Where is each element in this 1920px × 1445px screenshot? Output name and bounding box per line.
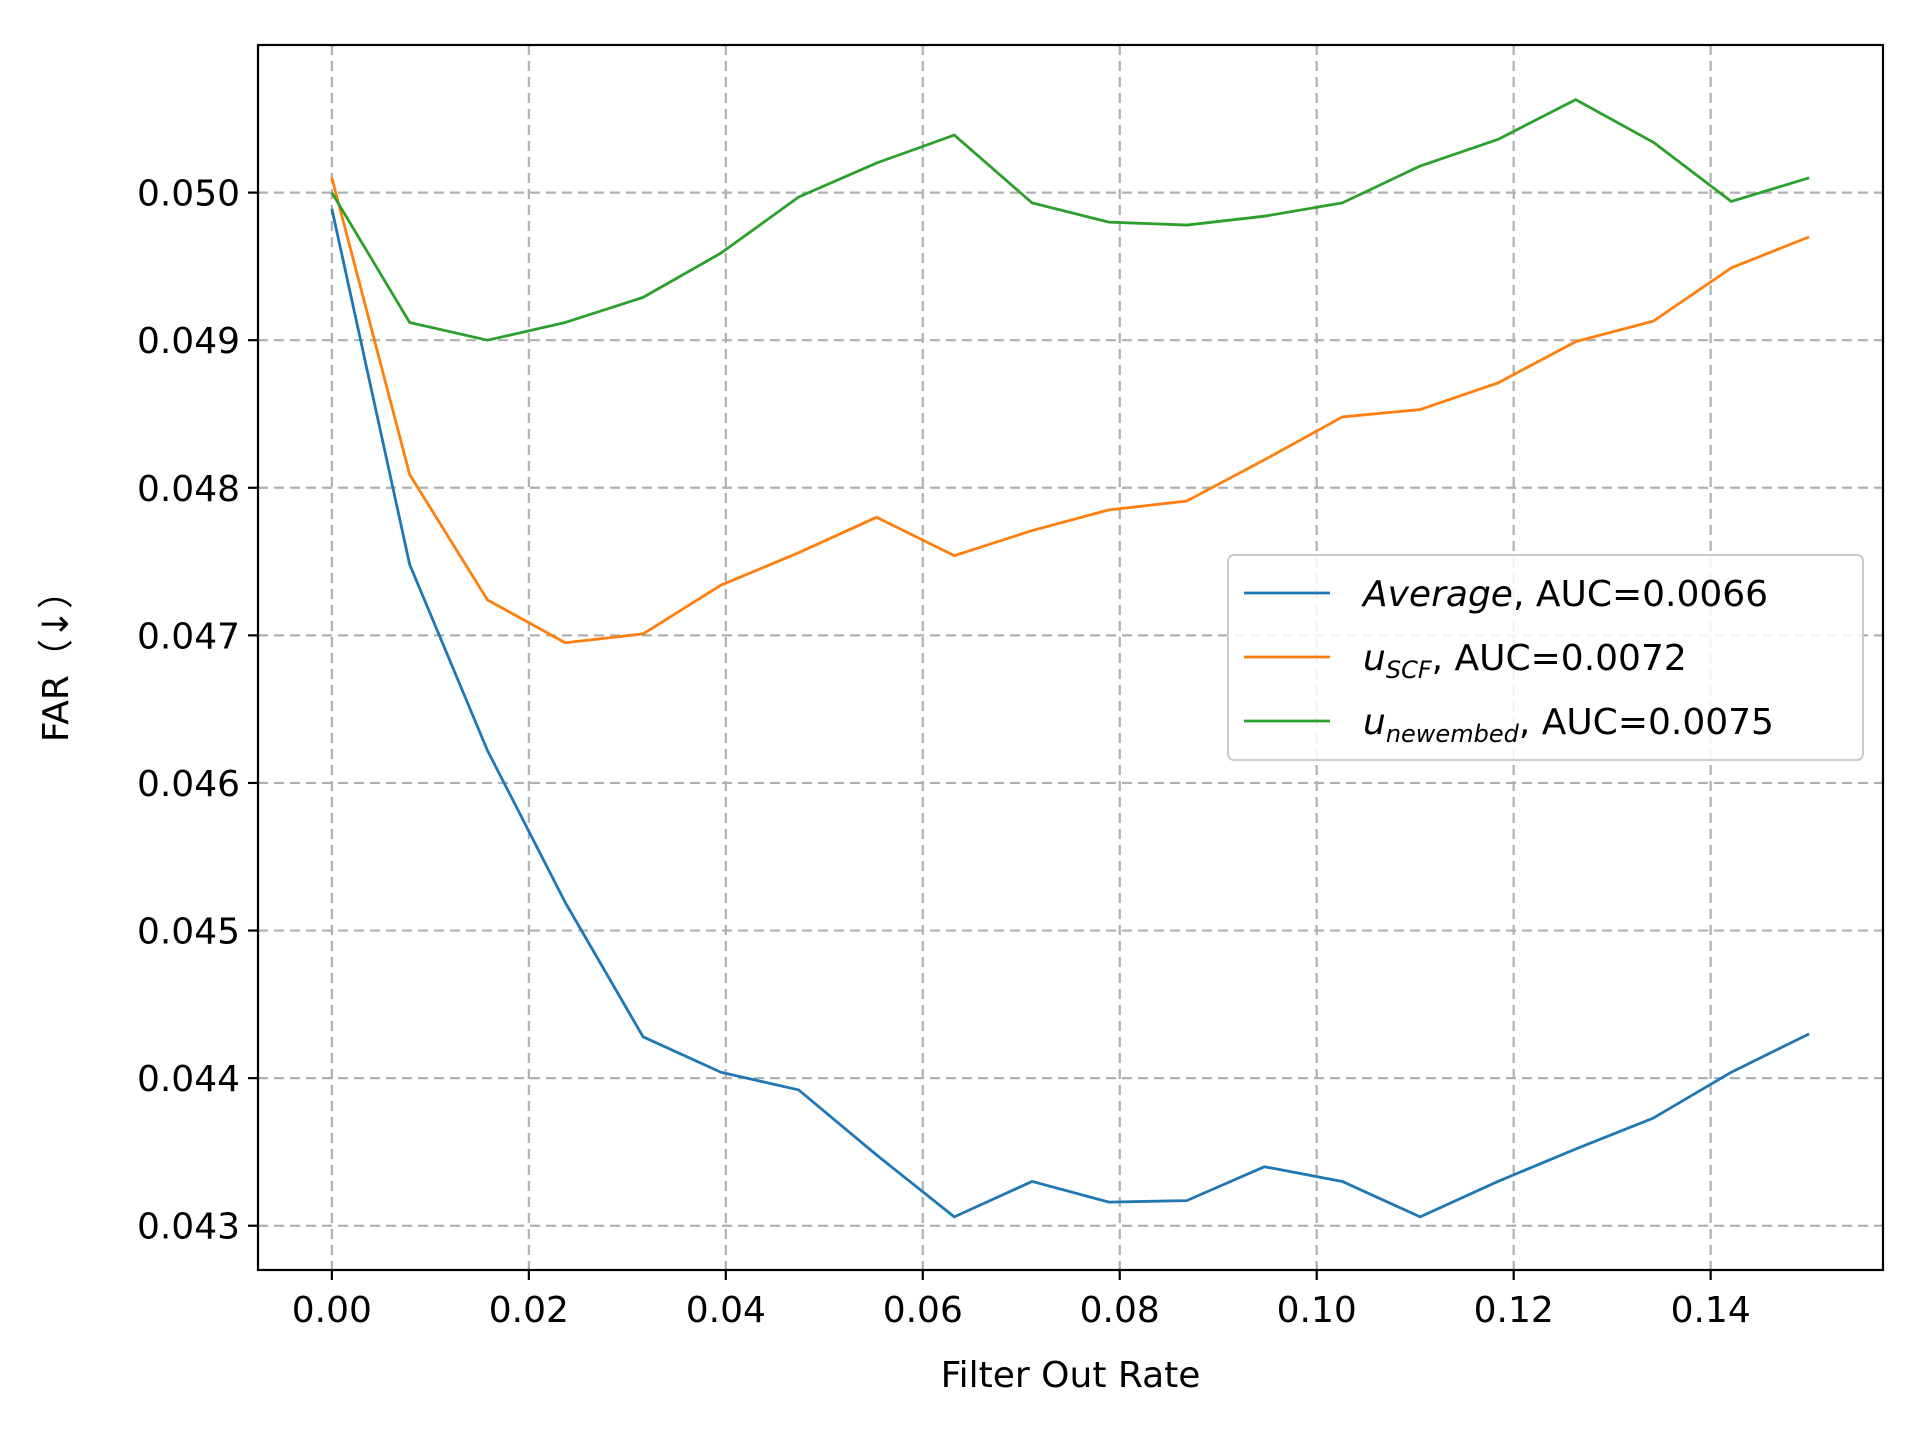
legend-entry-label: uSCF, AUC=0.0072 xyxy=(1363,638,1687,684)
x-tick-label: 0.10 xyxy=(1277,1290,1357,1331)
y-axis-label: FAR（↓） xyxy=(36,573,77,742)
y-tick-label: 0.046 xyxy=(137,764,240,805)
y-tick-label: 0.043 xyxy=(137,1207,240,1248)
series-line-u-scf xyxy=(330,177,1810,645)
x-tick-label: 0.08 xyxy=(1080,1290,1160,1331)
x-tick-label: 0.12 xyxy=(1474,1290,1554,1331)
legend-box xyxy=(1227,554,1864,761)
x-axis-label: Filter Out Rate xyxy=(941,1355,1201,1396)
y-tick-label: 0.048 xyxy=(137,469,240,510)
y-axis-ticks: 0.043 0.044 0.045 0.046 0.047 0.048 0.049 0.050 xyxy=(137,174,258,1248)
y-tick-label: 0.045 xyxy=(137,912,240,953)
x-tick-label: 0.02 xyxy=(489,1290,569,1331)
x-tick-label: 0.14 xyxy=(1671,1290,1751,1331)
x-tick-label: 0.04 xyxy=(686,1290,766,1331)
series-lines xyxy=(330,98,1810,1219)
x-tick-label: 0.00 xyxy=(292,1290,372,1331)
legend-entry-label: Average, AUC=0.0066 xyxy=(1361,574,1768,615)
legend: Average, AUC=0.0066 uSCF, AUC=0.0072 unewe… xyxy=(1227,554,1864,761)
x-tick-label: 0.06 xyxy=(883,1290,963,1331)
series-line-u-newembed xyxy=(330,98,1810,342)
y-tick-label: 0.050 xyxy=(137,174,240,215)
legend-entry-label: unewembed, AUC=0.0075 xyxy=(1363,702,1774,748)
series-line-average xyxy=(330,208,1810,1219)
plot-frame xyxy=(256,43,1885,1272)
y-tick-label: 0.047 xyxy=(137,616,240,657)
y-tick-label: 0.049 xyxy=(137,321,240,362)
y-tick-label: 0.044 xyxy=(137,1059,240,1100)
x-axis-ticks: 0.00 0.02 0.04 0.06 0.08 0.10 0.12 0.14 xyxy=(292,1270,1751,1331)
